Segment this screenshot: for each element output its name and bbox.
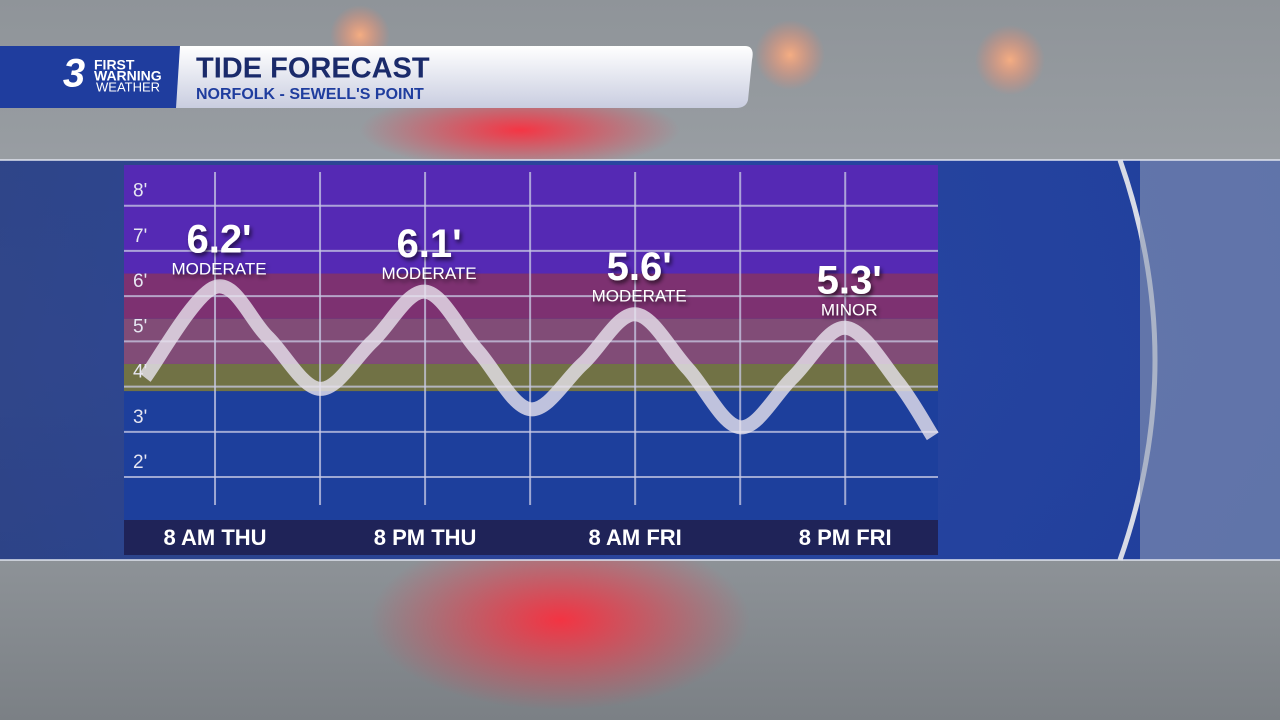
tide-line <box>139 279 939 441</box>
logo-number: 3 <box>63 52 85 96</box>
y-tick-label: 3' <box>133 407 147 428</box>
logo-text: FIRST <box>94 57 135 73</box>
bokeh <box>370 530 750 710</box>
bokeh <box>975 25 1045 95</box>
peak-category: MODERATE <box>592 287 687 306</box>
y-tick-label: 5' <box>133 316 147 337</box>
y-tick-label: 2' <box>133 452 147 473</box>
peak-category: MODERATE <box>382 264 477 283</box>
logo-text: WEATHER <box>96 79 160 94</box>
panel-edge <box>1140 160 1280 560</box>
peak-value: 5.6' <box>607 245 672 289</box>
x-axis-strip <box>124 520 938 555</box>
y-tick-label: 8' <box>133 181 147 202</box>
logo-box <box>0 46 180 108</box>
peak-value: 5.3' <box>817 258 882 302</box>
title: TIDE FORECAST <box>196 53 430 85</box>
subtitle: NORFOLK - SEWELL'S POINT <box>196 86 424 103</box>
y-tick-label: 6' <box>133 271 147 292</box>
peak-category: MINOR <box>821 300 878 319</box>
x-tick-label: 8 PM THU <box>374 525 477 550</box>
bokeh <box>755 20 825 90</box>
y-tick-label: 4' <box>133 362 147 383</box>
logo-text: WARNING <box>94 68 162 84</box>
y-tick-label: 7' <box>133 226 147 247</box>
x-tick-label: 8 AM FRI <box>589 525 682 550</box>
peak-category: MODERATE <box>171 260 266 279</box>
header-bar <box>0 46 753 108</box>
bokeh <box>360 90 680 170</box>
x-tick-label: 8 PM FRI <box>799 525 892 550</box>
peak-value: 6.1' <box>397 222 462 266</box>
x-tick-label: 8 AM THU <box>163 525 266 550</box>
peak-value: 6.2' <box>186 218 251 262</box>
plot: 2' 3' 4' 5' 6' 7' 8' 8 AM THU 8 PM THU 8 AM FRI 8 … <box>124 165 939 555</box>
